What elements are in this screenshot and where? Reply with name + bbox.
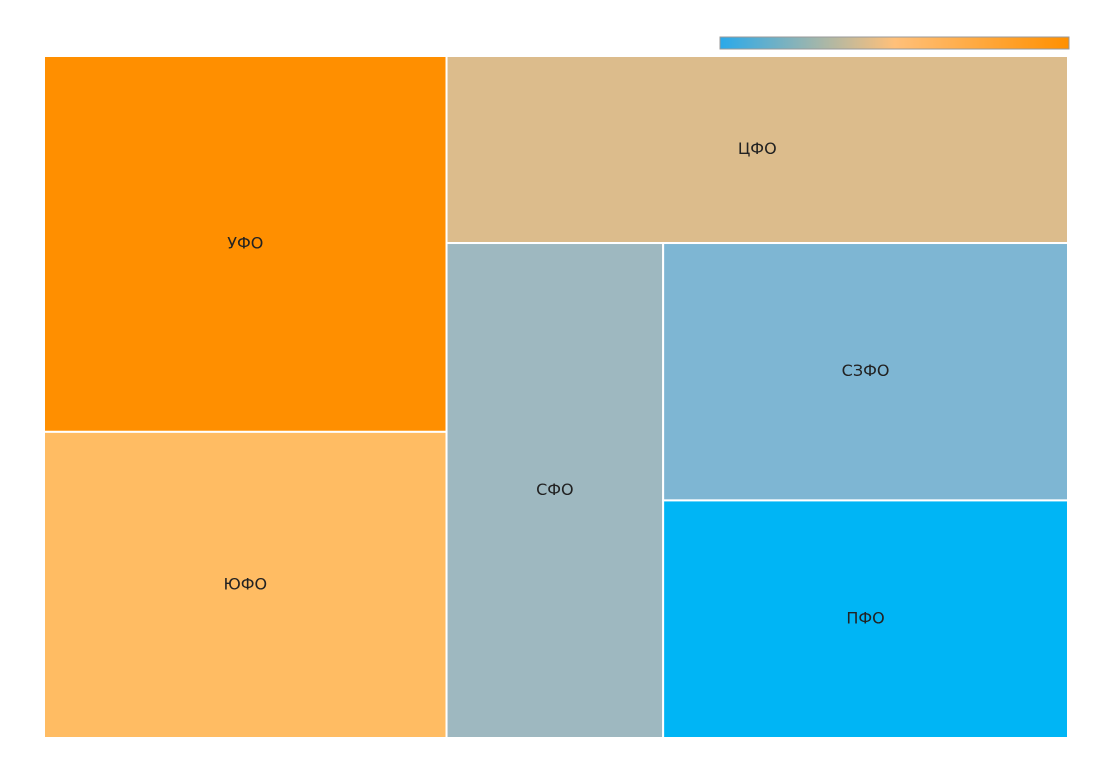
tile-label: ПФО [846,609,884,628]
tile [445,55,1070,245]
tile-label: СФО [536,480,574,499]
tile-label: УФО [227,233,263,252]
tile [662,242,1069,502]
tile [662,499,1069,739]
tile [43,55,448,433]
tile [445,242,665,739]
tile-label: ЮФО [223,574,267,593]
tile-label: СЗФО [842,361,890,380]
tile-label: ЦФО [738,139,777,158]
tile [43,430,448,739]
color-bar [719,36,1070,50]
